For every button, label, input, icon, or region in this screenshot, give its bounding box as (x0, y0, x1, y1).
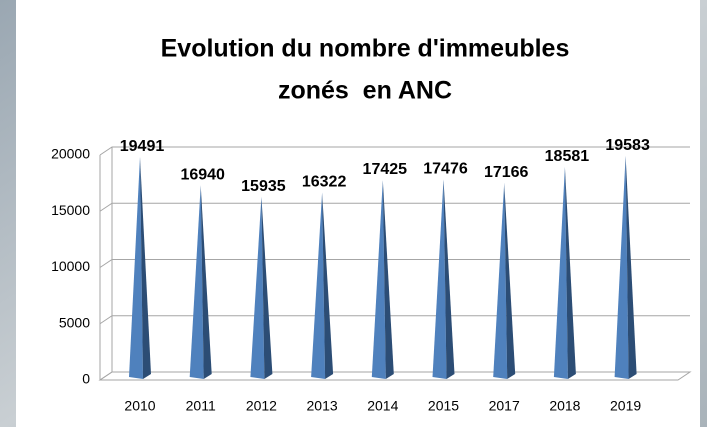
chart-title: Evolution du nombre d'immeubles (161, 35, 570, 63)
x-tick-label: 2013 (307, 398, 338, 414)
y-tick-label: 5000 (59, 314, 90, 330)
x-tick-label: 2010 (124, 398, 155, 414)
y-tick-label: 0 (82, 371, 90, 387)
data-label: 16940 (180, 167, 225, 184)
data-label: 17425 (363, 161, 408, 178)
data-label: 16322 (302, 174, 347, 191)
y-tick-label: 15000 (51, 202, 90, 218)
x-tick-label: 2012 (246, 398, 277, 414)
chart: Evolution du nombre d'immeubles zonés en… (0, 0, 707, 427)
y-tick-label: 20000 (51, 146, 90, 162)
x-tick-label: 2019 (610, 398, 641, 414)
data-label: 19491 (120, 138, 165, 155)
x-tick-label: 2015 (428, 398, 459, 414)
data-label: 19583 (605, 137, 650, 154)
data-label: 17476 (423, 161, 468, 178)
data-label: 15935 (241, 178, 286, 195)
x-tick-label: 2014 (367, 398, 398, 414)
data-label: 17166 (484, 164, 529, 181)
y-tick-label: 10000 (51, 258, 90, 274)
x-tick-label: 2011 (186, 398, 216, 414)
chart-panel (16, 0, 700, 427)
chart-title: zonés en ANC (278, 77, 452, 105)
x-tick-label: 2017 (489, 398, 520, 414)
data-label: 18581 (545, 148, 590, 165)
floor (100, 372, 690, 380)
page: Evolution du nombre d'immeubles zonés en… (0, 0, 707, 427)
x-tick-label: 2018 (549, 398, 580, 414)
